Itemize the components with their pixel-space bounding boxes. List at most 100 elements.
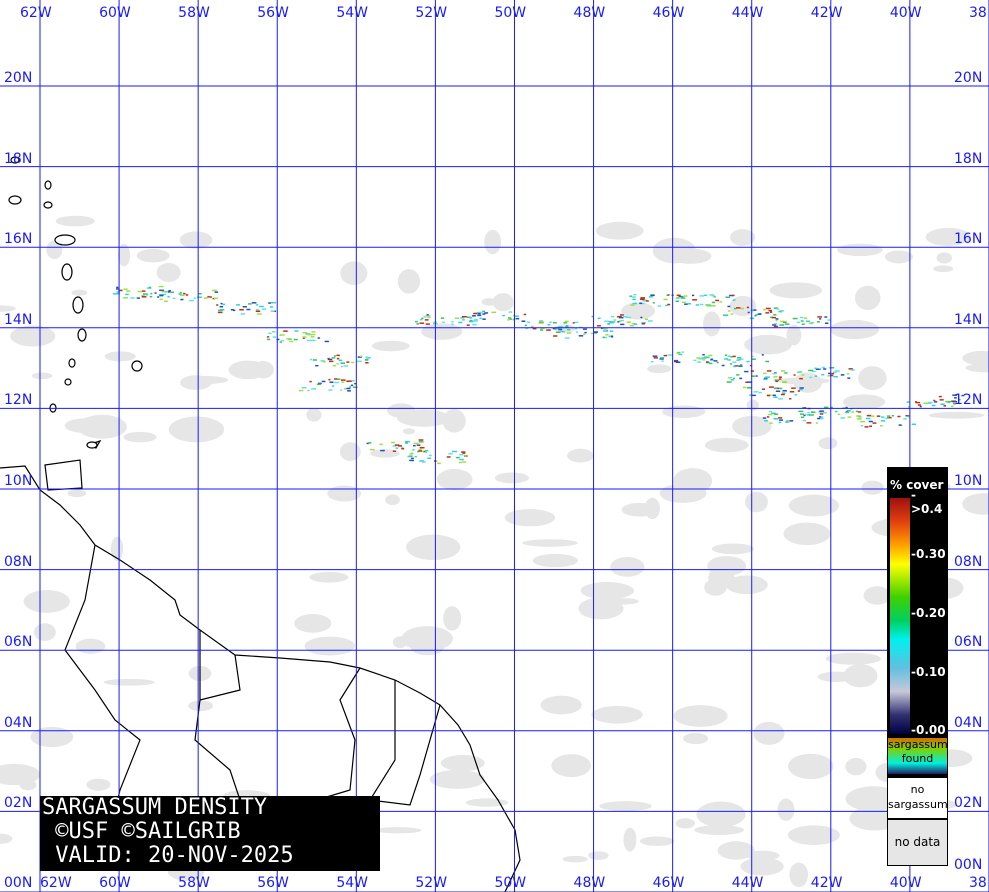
- sargassum-mark: [675, 300, 679, 303]
- sargassum-mark: [657, 305, 662, 307]
- sargassum-mark: [633, 293, 637, 296]
- no-data-patch: [652, 237, 696, 264]
- sargassum-mark: [702, 359, 706, 361]
- sargassum-mark: [663, 354, 668, 357]
- sargassum-mark: [311, 331, 316, 333]
- sargassum-mark: [546, 329, 551, 331]
- sargassum-mark: [256, 309, 260, 311]
- lat-label-left: 12N: [4, 392, 33, 409]
- sargassum-mark: [806, 422, 812, 424]
- sargassum-mark: [416, 323, 419, 325]
- sargassum-mark: [817, 417, 822, 420]
- sargassum-mark: [799, 388, 803, 391]
- sargassum-mark: [428, 454, 432, 457]
- no-data-patch: [836, 243, 883, 257]
- sargassum-mark: [365, 356, 369, 358]
- sargassum-mark: [451, 321, 454, 323]
- sargassum-mark: [312, 359, 318, 361]
- no-data-patch: [492, 293, 514, 312]
- sargassum-mark: [713, 296, 716, 298]
- sargassum-mark: [938, 395, 942, 398]
- lat-label-right: 20N: [954, 70, 983, 86]
- sargassum-mark: [763, 378, 768, 381]
- sargassum-mark: [395, 447, 399, 449]
- sargassum-mark: [958, 398, 961, 401]
- sargassum-mark: [578, 335, 584, 337]
- sargassum-mark: [797, 390, 801, 392]
- sargassum-mark: [332, 364, 336, 367]
- sargassum-mark: [179, 291, 182, 294]
- sargassum-mark: [649, 296, 654, 298]
- sargassum-mark: [379, 443, 383, 446]
- lat-label-left: 04N: [4, 714, 33, 731]
- sargassum-mark: [327, 358, 333, 361]
- sargassum-mark: [751, 394, 756, 397]
- no-data-patch: [621, 302, 656, 320]
- sargassum-mark: [279, 341, 282, 343]
- sargassum-mark: [154, 292, 157, 294]
- sargassum-mark: [631, 296, 636, 298]
- sargassum-mark: [553, 335, 558, 337]
- no-data-patch: [861, 480, 884, 495]
- sargassum-mark: [484, 312, 489, 314]
- no-data-patch: [31, 372, 53, 380]
- sargassum-mark: [771, 316, 777, 319]
- sargassum-mark: [703, 294, 708, 297]
- sargassum-mark: [610, 315, 615, 318]
- sargassum-mark: [148, 286, 152, 289]
- sargassum-mark: [629, 295, 632, 297]
- no-data-patch: [704, 437, 749, 453]
- sargassum-mark: [126, 290, 131, 292]
- lon-label-top: 52W: [415, 5, 448, 21]
- sargassum-mark: [765, 312, 770, 314]
- sargassum-mark: [608, 320, 613, 323]
- sargassum-mark: [424, 449, 429, 452]
- sargassum-mark: [272, 302, 276, 304]
- sargassum-mark: [336, 357, 340, 360]
- sargassum-mark: [539, 329, 544, 331]
- sargassum-mark: [816, 321, 820, 323]
- sargassum-mark: [309, 358, 313, 361]
- sargassum-mark: [699, 303, 704, 306]
- sargassum-mark: [824, 316, 828, 318]
- legend-tick: -0.20: [911, 606, 946, 620]
- sargassum-mark: [860, 424, 864, 427]
- title-line: SARGASSUM DENSITY: [42, 795, 268, 820]
- no-data-patch: [607, 598, 639, 605]
- no-data-patch: [294, 614, 332, 633]
- sargassum-mark: [591, 315, 594, 318]
- sargassum-mark: [770, 316, 773, 319]
- sargassum-mark: [352, 386, 358, 388]
- sargassum-mark: [868, 420, 873, 423]
- sargassum-mark: [482, 318, 486, 320]
- sargassum-mark: [328, 378, 331, 381]
- lon-label-top: 40W: [889, 5, 922, 21]
- no-data-patch: [309, 571, 349, 583]
- sargassum-mark: [336, 363, 339, 365]
- sargassum-mark: [247, 303, 252, 305]
- no-data-patch: [730, 229, 756, 246]
- sargassum-mark: [623, 316, 628, 318]
- sargassum-mark: [324, 340, 329, 343]
- no-data-patch: [675, 709, 714, 718]
- sargassum-mark: [512, 318, 515, 321]
- sargassum-mark: [784, 323, 790, 325]
- sargassum-mark: [845, 410, 849, 413]
- sargassum-mark: [753, 391, 759, 393]
- sargassum-mark: [667, 303, 671, 306]
- sargassum-mark: [170, 291, 175, 294]
- sargassum-mark: [472, 315, 476, 317]
- sargassum-mark: [827, 319, 831, 321]
- sargassum-mark: [425, 323, 430, 325]
- sargassum-mark: [676, 352, 680, 354]
- sargassum-mark: [951, 405, 954, 408]
- sargassum-mark: [261, 308, 267, 310]
- sargassum-mark: [239, 308, 244, 311]
- no-data-patch: [67, 489, 87, 498]
- sargassum-mark: [267, 338, 271, 341]
- sargassum-mark: [219, 308, 225, 311]
- sargassum-mark: [746, 360, 750, 363]
- sargassum-mark: [845, 406, 848, 409]
